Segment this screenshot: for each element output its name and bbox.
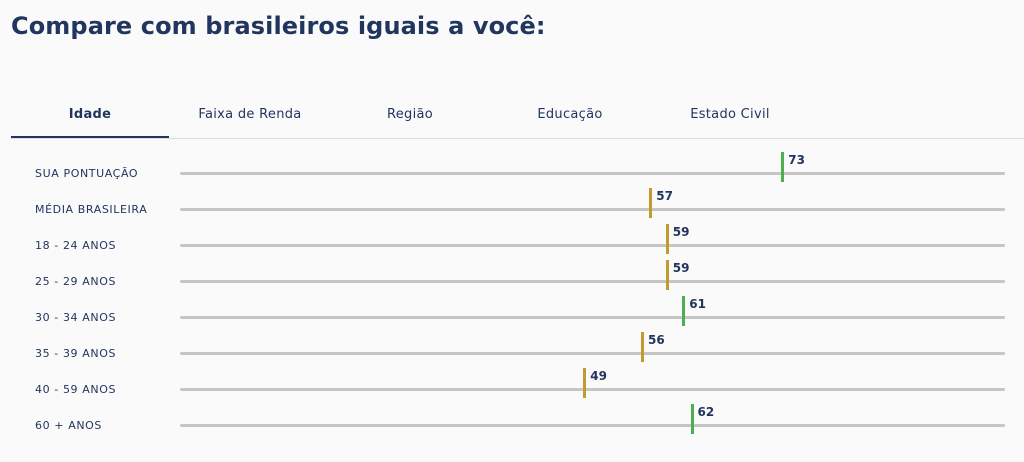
score-track [180,424,1005,427]
score-marker [682,296,686,326]
score-value: 59 [672,261,690,275]
row-label: 25 - 29 ANOS [35,275,117,288]
tab-faixa-de-renda[interactable]: Faixa de Renda [198,106,302,122]
row-label: SUA PONTUAÇÃO [35,167,139,180]
score-marker [665,260,669,290]
tab-estado-civil[interactable]: Estado Civil [690,106,770,122]
score-row: 25 - 29 ANOS 59 [0,258,1024,294]
score-row: 18 - 24 ANOS 59 [0,222,1024,258]
score-value: 57 [656,189,673,203]
score-marker [665,224,669,254]
tab-idade[interactable]: Idade [11,92,169,138]
score-value: 56 [648,333,665,347]
score-value: 49 [590,369,607,383]
score-row: 40 - 59 ANOS 49 [0,366,1024,402]
score-track [180,244,1005,247]
row-label: 30 - 34 ANOS [35,311,117,324]
score-row: 30 - 34 ANOS 61 [0,294,1024,330]
score-track [180,280,1005,283]
score-value: 62 [697,405,715,419]
row-label: 35 - 39 ANOS [35,347,117,360]
row-label: MÉDIA BRASILEIRA [35,203,148,216]
score-track [180,316,1005,319]
tab-regiao[interactable]: Região [386,106,434,122]
page-title: Compare com brasileiros iguais a você: [11,12,546,40]
score-row: MÉDIA BRASILEIRA 57 [0,186,1024,222]
score-value: 59 [672,225,690,239]
score-marker [781,152,785,182]
score-row: 60 + ANOS 62 [0,402,1024,438]
score-track [180,208,1005,211]
row-label: 40 - 59 ANOS [35,383,117,396]
score-value: 73 [788,153,805,167]
comparison-tabs: Idade Faixa de Renda Região Educação Est… [11,92,1024,139]
score-row: SUA PONTUAÇÃO 73 [0,150,1024,186]
score-track [180,388,1005,391]
row-label: 60 + ANOS [35,419,103,432]
score-track [180,352,1005,355]
score-value: 61 [689,297,706,311]
score-row: 35 - 39 ANOS 56 [0,330,1024,366]
score-marker [649,188,653,218]
score-marker [641,332,644,362]
row-label: 18 - 24 ANOS [35,239,117,252]
tab-educacao[interactable]: Educação [537,106,603,122]
score-marker [583,368,587,398]
score-track [180,172,1005,175]
score-marker [690,404,694,434]
